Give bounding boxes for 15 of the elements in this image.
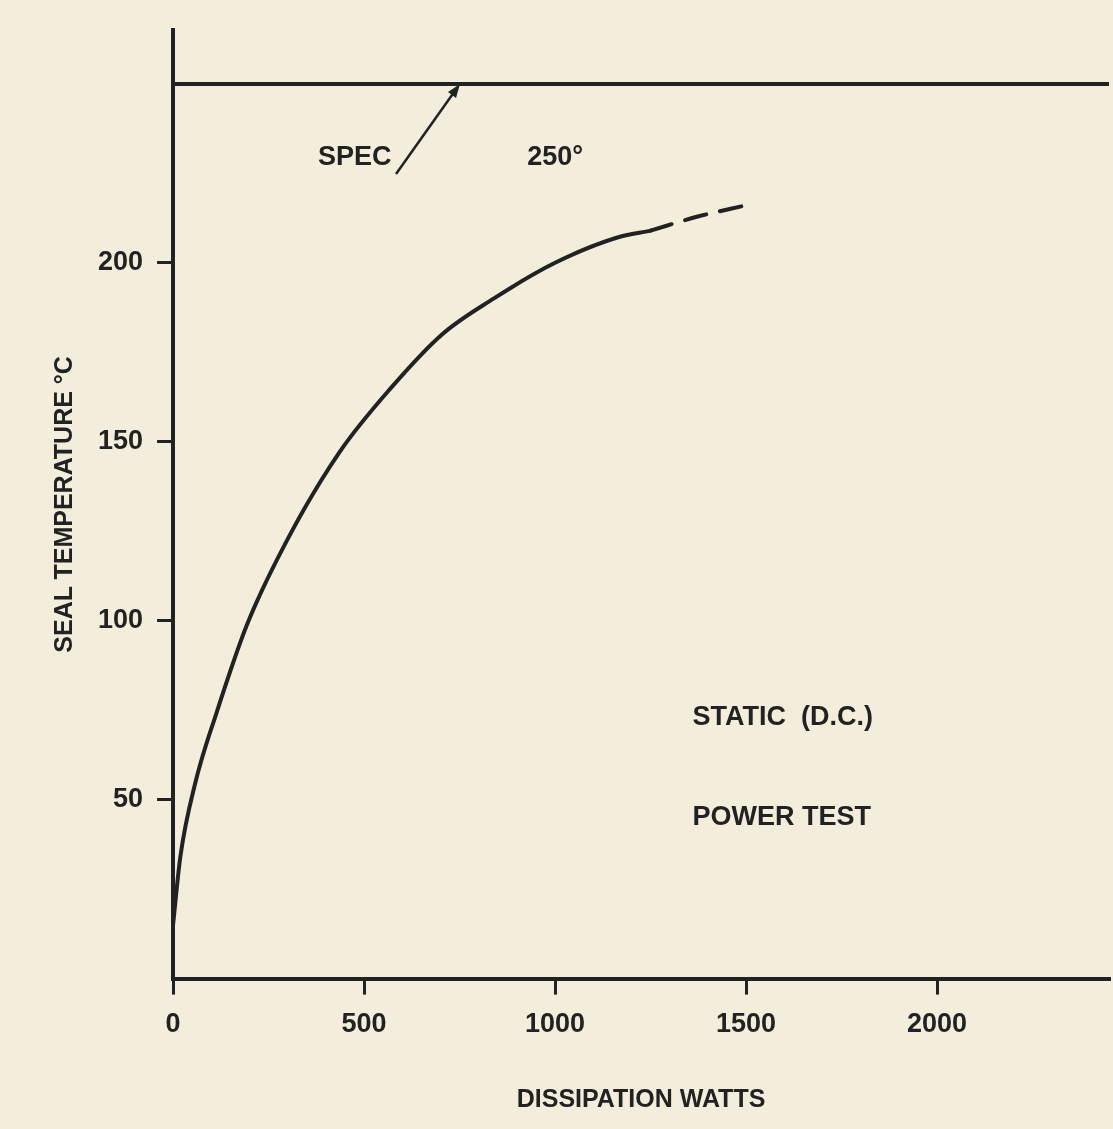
y-tick-label: 100 (97, 604, 144, 635)
x-tick-label: 1000 (525, 1008, 586, 1039)
x-tick-label: 500 (341, 1008, 387, 1039)
x-tick-label: 1500 (716, 1008, 777, 1039)
x-tick-label: 0 (165, 1008, 181, 1039)
y-tick-label: 50 (113, 783, 144, 814)
y-axis-title: SEAL TEMPERATURE °C (48, 356, 77, 653)
annotation: 250° (527, 141, 583, 172)
y-tick-label: 150 (97, 425, 144, 456)
x-axis-title: DISSIPATION WATTS (516, 1083, 766, 1112)
x-tick-label: 2000 (907, 1008, 968, 1039)
annotation: SPEC (318, 141, 392, 172)
annotation: POWER TEST (692, 801, 872, 831)
annotation: STATIC (D.C.) (692, 700, 874, 731)
y-tick-label: 200 (97, 246, 144, 277)
